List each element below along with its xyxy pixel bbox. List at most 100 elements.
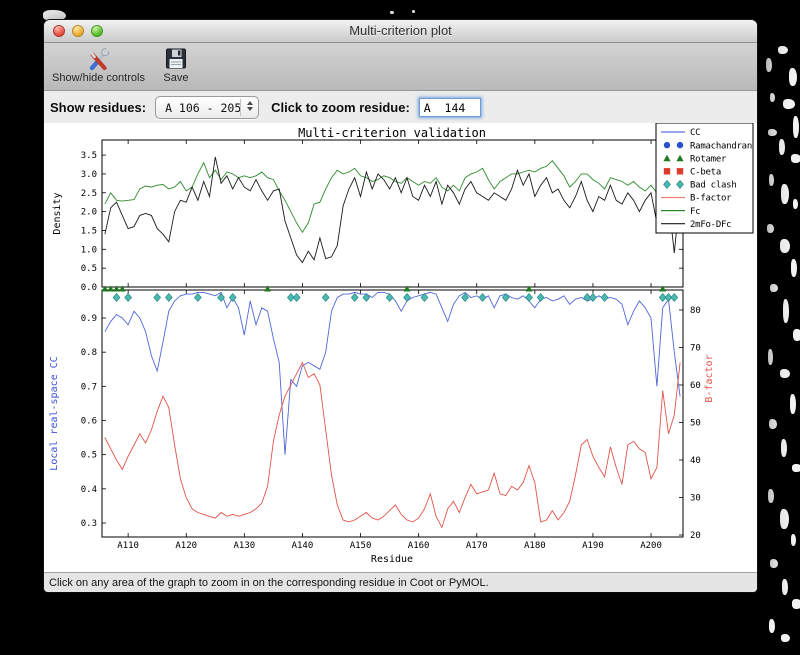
top-plot-frame	[101, 139, 684, 288]
x-axis-label: Residue	[371, 554, 413, 565]
rotamer-marker	[107, 285, 115, 292]
plot-figure[interactable]: Multi-criterion validation A110 A120 A130 A1…	[44, 122, 757, 571]
bfactor-tick-label: 20	[690, 531, 701, 541]
scan-speck	[770, 284, 778, 292]
close-button[interactable]	[53, 25, 65, 37]
scan-speck	[781, 184, 789, 204]
density-tick-label: 2.5	[81, 189, 97, 199]
rotamer-marker	[113, 285, 120, 292]
bfactor-tick-label: 70	[690, 343, 701, 353]
cc-axis-label: Local real-space CC	[49, 356, 60, 470]
scan-speck	[769, 619, 775, 633]
title-bar[interactable]: Multi-criterion plot	[44, 20, 757, 43]
scan-speck	[793, 116, 799, 138]
bad-clash-marker	[420, 292, 429, 303]
bad-clash-marker	[536, 292, 545, 303]
bad-clash-marker	[112, 292, 121, 303]
outlier-markers	[101, 285, 679, 303]
bad-clash-marker	[124, 292, 133, 303]
scan-speck	[43, 10, 66, 21]
legend-label: Bad clash	[690, 181, 737, 191]
scan-speck	[768, 129, 777, 136]
cc-tick-label: 0.6	[81, 417, 97, 427]
bad-clash-marker	[321, 292, 330, 303]
legend-label: Ramachandran	[690, 141, 752, 151]
scan-speck	[778, 46, 788, 54]
cc-tick-label: 0.7	[81, 382, 97, 392]
scan-speck	[766, 58, 772, 72]
controls-bar: Show residues: A 106 - 205 Click to zoom…	[44, 91, 757, 125]
scan-speck	[770, 559, 778, 568]
scan-speck	[792, 599, 800, 609]
bfactor-tick-label: 40	[690, 456, 701, 466]
2mfo-dfc-line	[104, 156, 681, 264]
bfactor-tick-label: 50	[690, 419, 701, 429]
cc-line	[104, 291, 681, 455]
zoom-residue-input[interactable]	[418, 98, 481, 117]
scan-speck	[791, 154, 800, 163]
scan-speck	[769, 419, 777, 429]
bfactor-axis-label: B-factor	[704, 354, 715, 402]
bad-clash-marker	[583, 292, 591, 303]
bad-clash-marker	[228, 292, 237, 303]
zoom-residue-label: Click to zoom residue:	[271, 100, 410, 115]
chart-title: Multi-criterion validation	[298, 126, 486, 140]
cc-tick-label: 0.9	[81, 314, 97, 324]
scan-speck	[791, 534, 796, 546]
scan-speck	[783, 299, 789, 323]
toolbar: Show/hide controls Save	[44, 43, 757, 91]
scan-speck	[781, 439, 787, 457]
rotamer-marker	[403, 285, 411, 292]
x-tick-label: A170	[466, 541, 488, 551]
scan-speck	[768, 489, 774, 503]
show-residues-label: Show residues:	[50, 100, 147, 115]
scan-speck	[767, 224, 774, 233]
scan-speck	[782, 579, 788, 595]
scan-speck	[390, 11, 394, 14]
scan-speck	[768, 349, 773, 365]
bad-clash-marker	[478, 292, 487, 303]
density-tick-label: 3.0	[81, 170, 97, 180]
density-tick-label: 0.5	[81, 264, 97, 274]
show-hide-controls-button[interactable]: Show/hide controls	[48, 45, 149, 85]
bad-clash-marker	[385, 292, 394, 303]
scan-speck	[789, 68, 797, 86]
zoom-button[interactable]	[91, 25, 103, 37]
x-tick-label: A180	[524, 541, 546, 551]
x-tick-label: A190	[582, 541, 604, 551]
rotamer-marker	[659, 285, 667, 292]
residue-range-select[interactable]: A 106 - 205	[155, 96, 260, 119]
window-title: Multi-criterion plot	[349, 23, 452, 38]
scan-speck	[790, 394, 796, 414]
rotamer-marker	[525, 285, 533, 292]
density-axis-label: Density	[52, 192, 63, 234]
x-tick-label: A140	[292, 541, 314, 551]
legend-label: Rotamer	[690, 154, 727, 164]
bad-clash-marker	[403, 292, 411, 303]
bad-clash-marker	[153, 292, 162, 303]
bottom-plot-frame	[101, 289, 684, 538]
density-tick-label: 1.5	[81, 226, 97, 236]
bad-clash-marker	[350, 292, 359, 303]
minimize-button[interactable]	[72, 25, 84, 37]
legend-label: C-beta	[690, 168, 721, 178]
floppy-disk-icon	[163, 46, 189, 72]
density-tick-label: 3.5	[81, 151, 97, 161]
bad-clash-marker	[501, 292, 510, 303]
scan-speck	[792, 464, 800, 472]
cc-tick-label: 0.3	[81, 519, 97, 529]
x-tick-label: A160	[408, 541, 430, 551]
density-tick-label: 0.0	[81, 283, 97, 293]
multi-criterion-chart[interactable]: Multi-criterion validation A110 A120 A130 A1…	[44, 122, 757, 571]
save-button[interactable]: Save	[159, 45, 193, 85]
density-tick-label: 1.0	[81, 245, 97, 255]
bad-clash-marker	[664, 292, 673, 303]
cc-tick-label: 0.5	[81, 451, 97, 461]
x-tick-label: A110	[117, 541, 139, 551]
legend-label: B-factor	[690, 194, 732, 204]
scan-speck	[783, 99, 795, 109]
bad-clash-marker	[525, 292, 533, 303]
bad-clash-marker	[194, 292, 202, 303]
status-message: Click on any area of the graph to zoom i…	[49, 577, 489, 589]
